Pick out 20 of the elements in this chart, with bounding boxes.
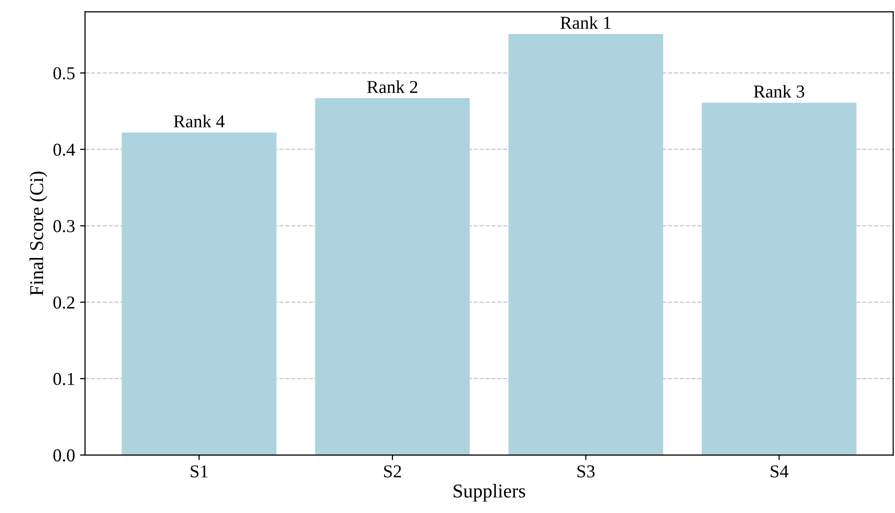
bar <box>315 98 470 456</box>
bar <box>508 34 664 456</box>
y-tick-label: 0.2 <box>53 296 74 309</box>
y-tick-label: 0.4 <box>53 144 76 156</box>
annotation: Rank 3 <box>754 84 804 98</box>
annotation: Rank 4 <box>174 114 225 128</box>
y-tick-label: 0.1 <box>53 372 74 386</box>
x-tick-label: S3 <box>577 465 595 478</box>
bar <box>702 102 856 456</box>
x-tick-label: S4 <box>770 465 788 478</box>
y-axis-title: Final Score (Ci) <box>30 172 48 296</box>
annotation: Rank 1 <box>560 16 611 29</box>
y-tick-label: 0.5 <box>53 67 75 80</box>
y-tick-label: 0.3 <box>53 220 75 232</box>
x-axis-title: Suppliers <box>454 484 526 502</box>
bar <box>122 132 276 456</box>
y-tick-label: 0.0 <box>53 449 75 462</box>
x-tick-label: S1 <box>190 465 208 478</box>
annotation: Rank 2 <box>367 80 418 94</box>
x-tick-label: S2 <box>384 465 401 478</box>
